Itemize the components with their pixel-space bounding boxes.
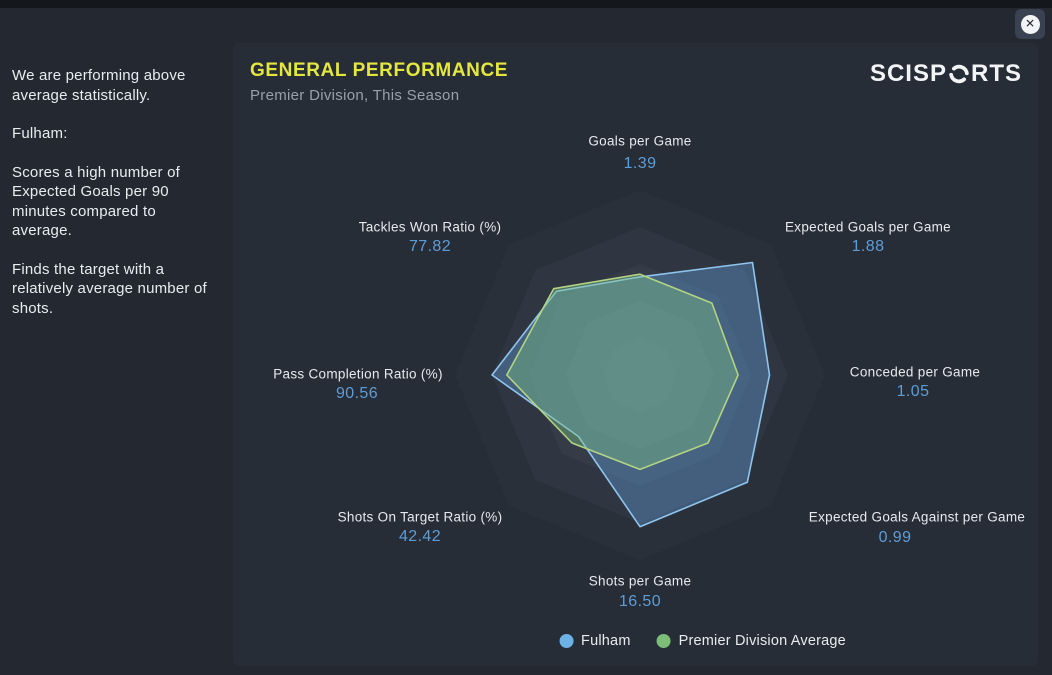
- background-window-strip: [0, 0, 1052, 8]
- legend-item-fulham: Fulham: [559, 633, 631, 649]
- summary-team-label: Fulham:: [12, 125, 68, 142]
- chart-legend: Fulham Premier Division Average: [559, 633, 846, 649]
- general-performance-panel: GENERAL PERFORMANCE Premier Division, Th…: [233, 43, 1038, 666]
- summary-paragraph: We are performing above average statisti…: [12, 67, 186, 104]
- analysis-summary-panel: We are performing above average statisti…: [0, 8, 233, 675]
- summary-paragraph: Scores a high number of Expected Goals p…: [12, 163, 181, 240]
- axis-value-expected-goals-per-game: 1.88: [851, 238, 885, 255]
- page-title: GENERAL PERFORMANCE: [250, 60, 509, 81]
- logo-text-left: SCISP: [869, 60, 947, 87]
- close-button[interactable]: ✕: [1015, 9, 1045, 39]
- legend-item-premier-division-average: Premier Division Average: [656, 633, 846, 649]
- axis-value-expected-goals-against-per-game: 0.99: [878, 529, 912, 546]
- axis-label-goals-per-game: Goals per Game: [588, 133, 692, 149]
- legend-dot-icon: [656, 634, 671, 648]
- axis-label-expected-goals-per-game: Expected Goals per Game: [785, 219, 951, 235]
- legend-name: Premier Division Average: [678, 633, 846, 649]
- axis-value-shots-per-game: 16.50: [618, 593, 662, 610]
- scisports-logo: SCISP RTS: [870, 60, 1022, 88]
- legend-name: Fulham: [581, 633, 631, 649]
- close-icon: ✕: [1020, 14, 1040, 34]
- axis-value-shots-on-target-ratio: 42.42: [398, 528, 442, 545]
- scisports-swirl-icon: [949, 64, 969, 84]
- axis-value-conceded-per-game: 1.05: [896, 383, 930, 400]
- axis-value-goals-per-game: 1.39: [623, 155, 657, 172]
- logo-text-right: RTS: [971, 60, 1022, 87]
- axis-label-pass-completion-ratio: Pass Completion Ratio (%): [273, 366, 443, 382]
- radar-chart: [455, 190, 825, 560]
- axis-label-shots-on-target-ratio: Shots On Target Ratio (%): [337, 509, 503, 525]
- axis-label-conceded-per-game: Conceded per Game: [849, 364, 981, 380]
- axis-value-tackles-won-ratio: 77.82: [408, 238, 452, 255]
- summary-paragraph: Finds the target with a relatively avera…: [12, 260, 207, 317]
- axis-value-pass-completion-ratio: 90.56: [335, 385, 379, 402]
- legend-dot-icon: [559, 634, 574, 648]
- scisports-report-overlay: We are performing above average statisti…: [0, 8, 1052, 675]
- axis-label-tackles-won-ratio: Tackles Won Ratio (%): [358, 219, 502, 235]
- axis-label-expected-goals-against-per-game: Expected Goals Against per Game: [808, 509, 1026, 525]
- axis-label-shots-per-game: Shots per Game: [588, 573, 692, 589]
- page-subtitle: Premier Division, This Season: [250, 87, 460, 104]
